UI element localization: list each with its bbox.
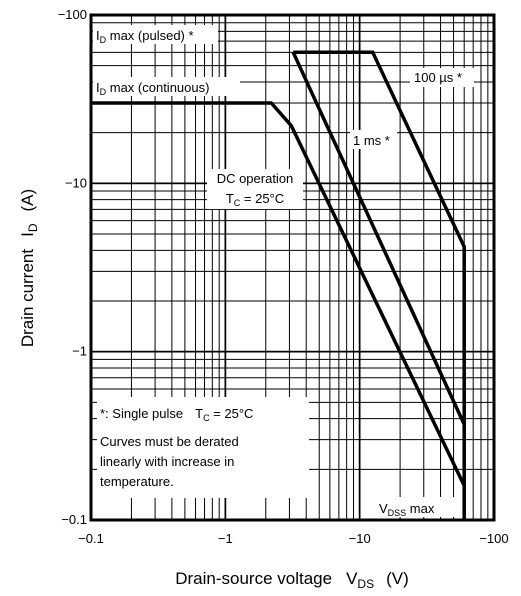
label-id-continuous: ID max (continuous) bbox=[96, 80, 209, 97]
tick-labels: −0.1 −1 −10 −100 −0.1 −1 −10 −100 bbox=[58, 7, 509, 546]
label-bg-1ms bbox=[350, 130, 397, 149]
y-tick-label: −1 bbox=[72, 344, 87, 359]
label-bg-id-continuous bbox=[93, 77, 240, 96]
x-tick-label: −1 bbox=[218, 531, 233, 546]
x-axis-title: Drain-source voltage VDS (V) bbox=[175, 569, 409, 591]
plot-frame bbox=[89, 13, 496, 522]
label-100us: 100 µs * bbox=[414, 70, 462, 85]
label-bg-vdss bbox=[376, 497, 460, 517]
label-vdss: VDSS max bbox=[379, 501, 435, 518]
x-tick-label: −0.1 bbox=[78, 531, 104, 546]
note-line-4: temperature. bbox=[100, 474, 174, 489]
x-tick-label: −100 bbox=[479, 531, 508, 546]
note-line-3: linearly with increase in bbox=[100, 454, 234, 469]
label-1ms: 1 ms * bbox=[353, 133, 390, 148]
curves bbox=[91, 50, 466, 520]
label-bg-id-pulsed bbox=[93, 25, 218, 44]
note-box bbox=[97, 397, 309, 498]
label-dc-tc: TC = 25°C bbox=[226, 191, 284, 208]
note-single-pulse: *: Single pulse TC = 25°C bbox=[100, 406, 253, 423]
y-tick-label: −100 bbox=[58, 7, 87, 22]
label-id-pulsed: ID max (pulsed) * bbox=[96, 28, 194, 45]
label-bg-dc bbox=[207, 169, 303, 209]
y-tick-label: −10 bbox=[65, 175, 87, 190]
series-line bbox=[291, 51, 466, 426]
label-bg-100us bbox=[410, 68, 474, 87]
y-tick-label: −0.1 bbox=[61, 512, 87, 527]
note-line-2: Curves must be derated bbox=[100, 434, 239, 449]
label-dc-operation: DC operation bbox=[217, 171, 294, 186]
y-axis-title: Drain currentID(A) bbox=[18, 189, 40, 347]
series-line bbox=[91, 101, 466, 487]
x-tick-label: −10 bbox=[349, 531, 371, 546]
series-line bbox=[293, 50, 466, 520]
